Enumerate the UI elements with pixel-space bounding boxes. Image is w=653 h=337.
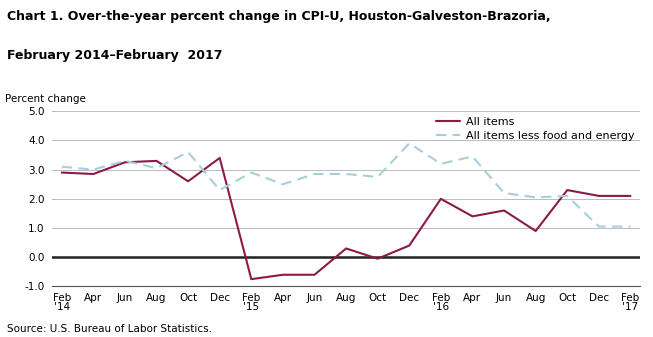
All items less food and energy [374, 175, 381, 179]
All items [184, 179, 192, 183]
All items less food and energy [89, 167, 97, 172]
Line: All items: All items [62, 158, 630, 279]
All items [153, 159, 161, 163]
All items less food and energy [500, 191, 508, 195]
All items less food and energy [406, 141, 413, 145]
All items less food and energy [469, 154, 477, 158]
All items less food and energy [153, 166, 161, 170]
All items less food and energy [279, 182, 287, 186]
All items [626, 194, 634, 198]
All items [247, 277, 255, 281]
All items less food and energy [564, 194, 571, 198]
All items less food and energy [342, 172, 350, 176]
All items less food and energy [184, 150, 192, 154]
Line: All items less food and energy: All items less food and energy [62, 143, 630, 226]
All items [215, 156, 223, 160]
All items less food and energy [437, 162, 445, 166]
All items [500, 209, 508, 213]
All items [279, 273, 287, 277]
All items [89, 172, 97, 176]
All items [121, 160, 129, 164]
Legend: All items, All items less food and energy: All items, All items less food and energ… [436, 117, 634, 141]
All items [406, 244, 413, 248]
Text: February 2014–February  2017: February 2014–February 2017 [7, 49, 222, 62]
All items less food and energy [311, 172, 319, 176]
All items [58, 171, 66, 175]
All items [564, 188, 571, 192]
All items [437, 197, 445, 201]
Text: Source: U.S. Bureau of Labor Statistics.: Source: U.S. Bureau of Labor Statistics. [7, 324, 212, 334]
All items [595, 194, 603, 198]
Text: Chart 1. Over-the-year percent change in CPI-U, Houston-Galveston-Brazoria,: Chart 1. Over-the-year percent change in… [7, 10, 550, 23]
Text: Percent change: Percent change [5, 94, 86, 104]
All items less food and energy [58, 165, 66, 169]
All items less food and energy [247, 171, 255, 175]
All items less food and energy [595, 224, 603, 228]
All items [311, 273, 319, 277]
All items [374, 257, 381, 261]
All items [469, 214, 477, 218]
All items less food and energy [215, 188, 223, 192]
All items less food and energy [532, 195, 539, 200]
All items less food and energy [626, 224, 634, 228]
All items [532, 229, 539, 233]
All items [342, 246, 350, 250]
All items less food and energy [121, 159, 129, 163]
